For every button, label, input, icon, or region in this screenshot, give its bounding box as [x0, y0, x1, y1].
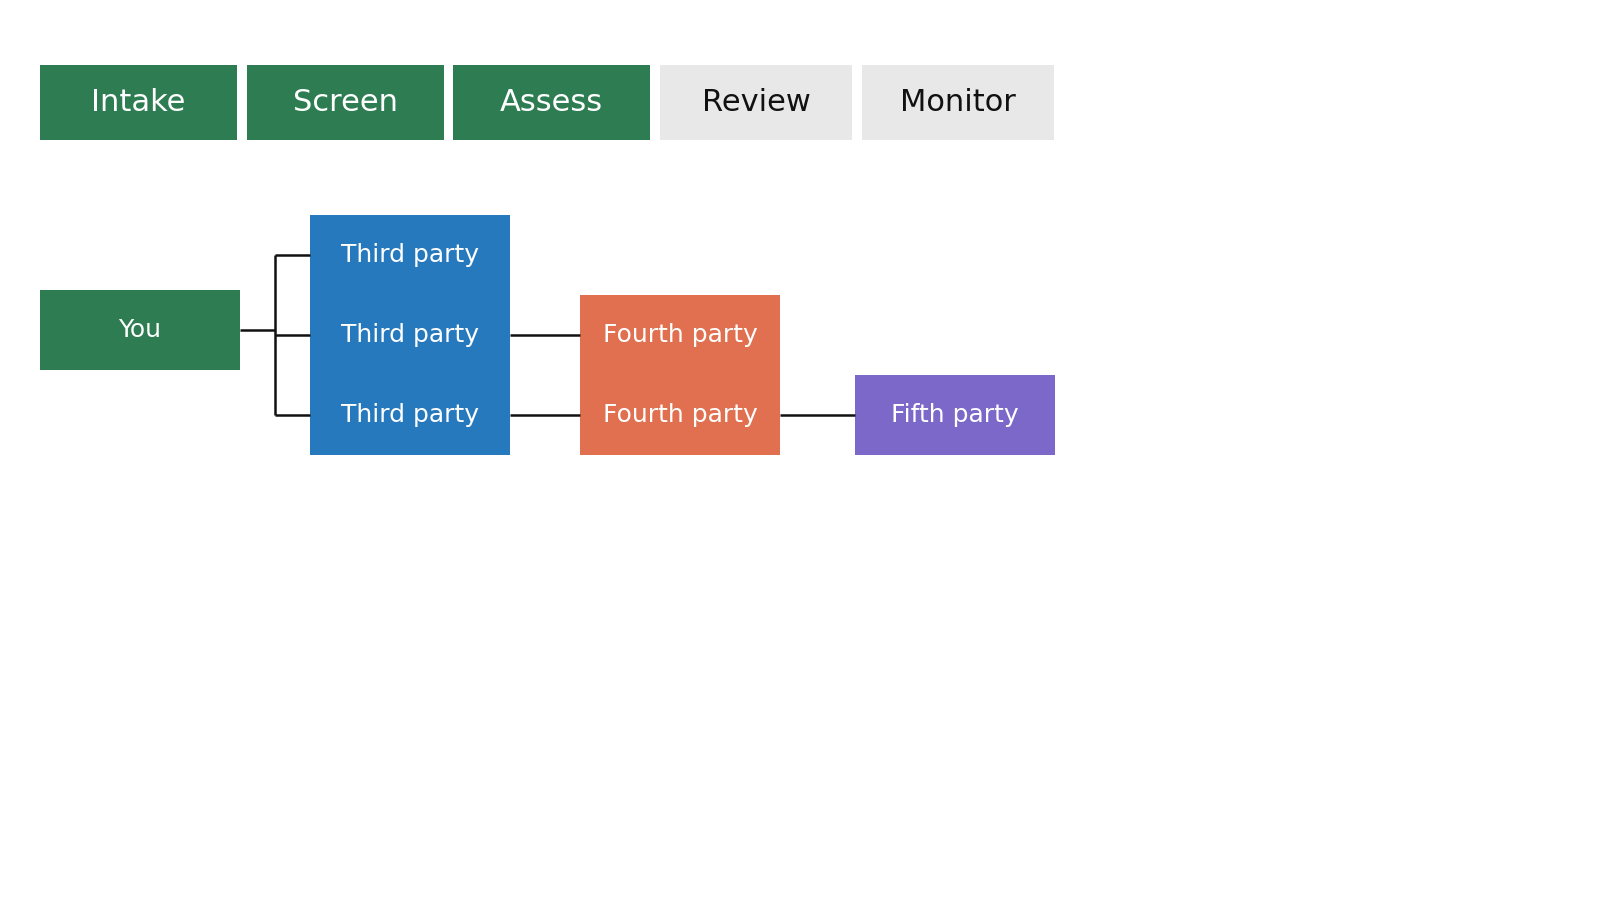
Text: Assess: Assess: [499, 88, 603, 117]
Text: Fourth party: Fourth party: [603, 323, 757, 347]
FancyBboxPatch shape: [310, 295, 510, 375]
FancyBboxPatch shape: [661, 65, 851, 140]
FancyBboxPatch shape: [579, 375, 781, 455]
Text: You: You: [118, 318, 162, 342]
FancyBboxPatch shape: [453, 65, 650, 140]
FancyBboxPatch shape: [862, 65, 1054, 140]
Text: Screen: Screen: [293, 88, 398, 117]
FancyBboxPatch shape: [310, 215, 510, 295]
Text: Intake: Intake: [91, 88, 186, 117]
Text: Third party: Third party: [341, 403, 478, 427]
FancyBboxPatch shape: [246, 65, 445, 140]
Text: Monitor: Monitor: [901, 88, 1016, 117]
FancyBboxPatch shape: [310, 375, 510, 455]
Text: Third party: Third party: [341, 323, 478, 347]
Text: Fourth party: Fourth party: [603, 403, 757, 427]
FancyBboxPatch shape: [40, 65, 237, 140]
FancyBboxPatch shape: [579, 295, 781, 375]
Text: Review: Review: [701, 88, 811, 117]
Text: Fifth party: Fifth party: [891, 403, 1019, 427]
Text: Third party: Third party: [341, 243, 478, 267]
FancyBboxPatch shape: [854, 375, 1054, 455]
FancyBboxPatch shape: [40, 290, 240, 370]
